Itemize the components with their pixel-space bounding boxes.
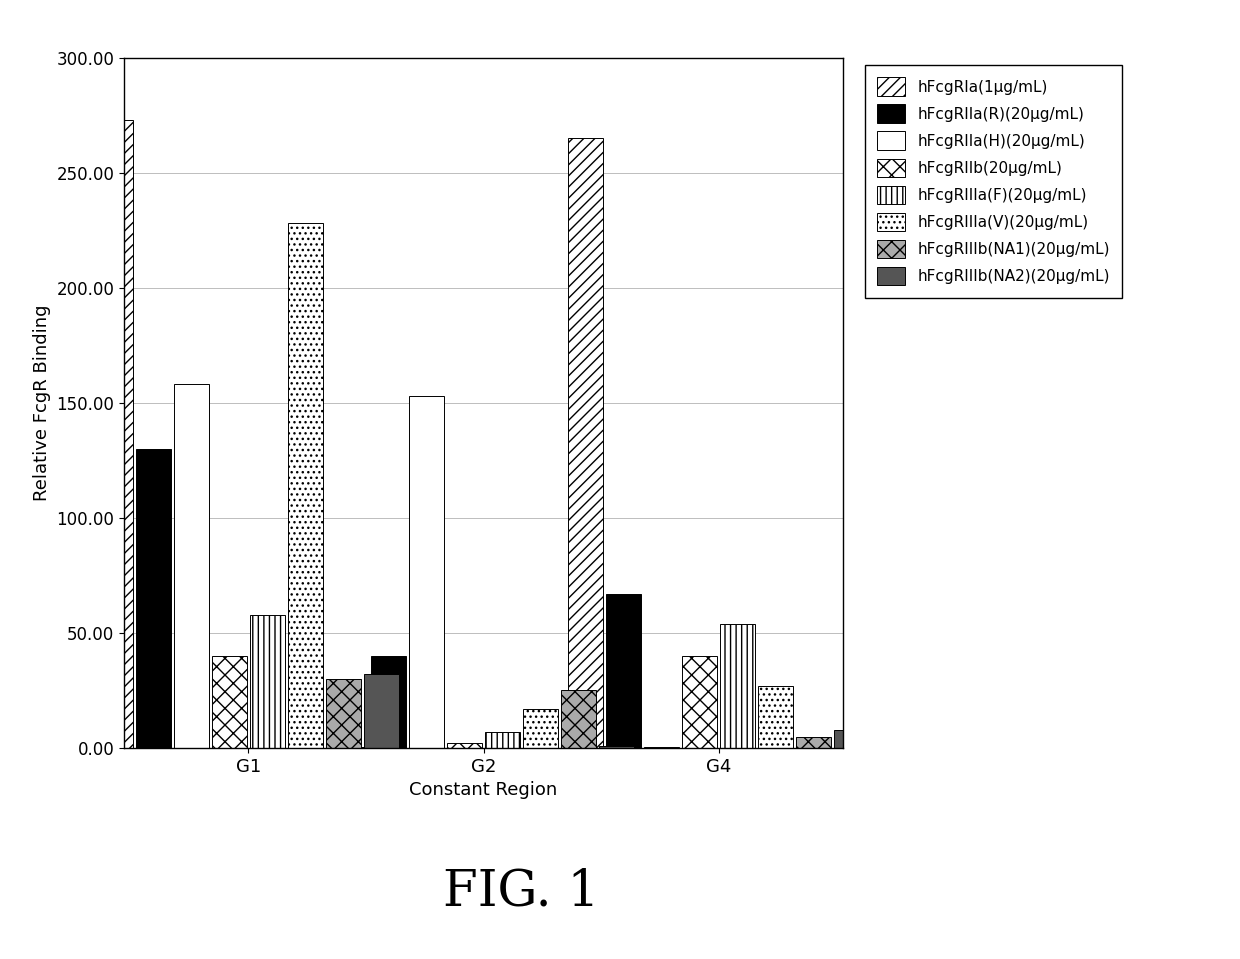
Bar — [136, 449, 171, 748]
Bar — [365, 674, 399, 748]
Bar — [98, 120, 133, 748]
Bar — [334, 747, 368, 748]
Bar — [448, 743, 482, 748]
Y-axis label: Relative FcgR Binding: Relative FcgR Binding — [32, 305, 51, 501]
Bar — [644, 747, 680, 748]
Bar — [174, 385, 208, 748]
Legend: hFcgRIa(1μg/mL), hFcgRIIa(R)(20μg/mL), hFcgRIIa(H)(20μg/mL), hFcgRIIb(20μg/mL), : hFcgRIa(1μg/mL), hFcgRIIa(R)(20μg/mL), h… — [866, 65, 1122, 297]
Text: FIG. 1: FIG. 1 — [443, 867, 599, 917]
Bar — [835, 730, 869, 748]
Bar — [682, 656, 717, 748]
Bar — [720, 623, 755, 748]
Bar — [409, 396, 444, 748]
Bar — [371, 656, 405, 748]
Bar — [568, 138, 603, 748]
Bar — [250, 615, 285, 748]
Bar — [599, 746, 634, 748]
Bar — [523, 709, 558, 748]
Bar — [212, 656, 247, 748]
X-axis label: Constant Region: Constant Region — [409, 782, 558, 799]
Bar — [796, 737, 831, 748]
Bar — [606, 594, 641, 748]
Bar — [562, 690, 596, 748]
Bar — [759, 686, 794, 748]
Bar — [485, 732, 520, 748]
Bar — [288, 223, 324, 748]
Bar — [326, 679, 361, 748]
